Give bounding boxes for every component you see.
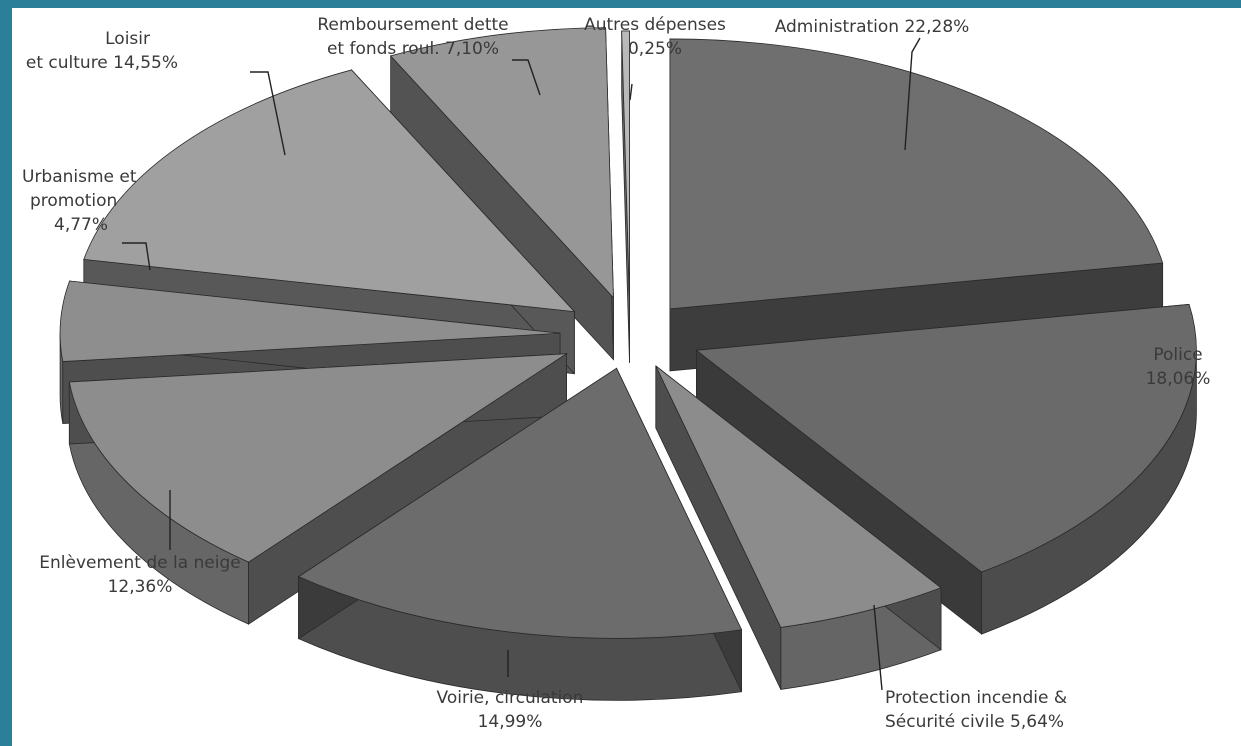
pie-slice-protection-incendie xyxy=(655,365,942,628)
pie-slice-enlevement-de-la-neige xyxy=(68,353,569,563)
leader-line-administration-22-28 xyxy=(904,37,921,151)
slice-label-police: Police 18,06% xyxy=(1146,345,1211,389)
pie-slice-administration-22-28 xyxy=(669,38,1164,310)
pie-slice-loisir xyxy=(83,69,576,313)
pie-top-faces xyxy=(59,27,1197,639)
pie-slice-urbanisme-et xyxy=(59,280,561,362)
pie-slice-voirie-circulation xyxy=(297,367,743,639)
leader-lines xyxy=(122,37,921,691)
leader-line-remboursement-dette xyxy=(512,59,541,96)
slice-labels: Administration 22,28% Police 18,06% Protect… xyxy=(22,15,1210,732)
pie-slice-autres-depenses xyxy=(621,30,630,301)
slice-label-enlevement-de-la-neige: Enlèvement de la neige 12,36% xyxy=(39,553,241,597)
leader-line-loisir xyxy=(250,71,286,156)
slice-label-protection-incendie: Protection incendie & Sécurité civile 5,6… xyxy=(885,688,1067,732)
pie-slice-remboursement-dette xyxy=(389,27,614,299)
leader-line-protection-incendie xyxy=(873,604,883,691)
leader-line-urbanisme-et xyxy=(122,242,151,271)
slice-label-administration-22-28: Administration 22,28% xyxy=(775,17,970,37)
slice-label-urbanisme-et: Urbanisme et promotion 4,77% xyxy=(22,167,137,235)
slice-label-loisir: Loisir et culture 14,55% xyxy=(26,29,178,73)
pie-slice-police xyxy=(695,303,1197,573)
leader-line-autres-depenses xyxy=(629,83,633,101)
slice-label-autres-depenses: Autres dépenses 0,25% xyxy=(584,15,726,59)
slice-label-remboursement-dette: Remboursement dette et fonds roul. 7,10% xyxy=(317,15,508,59)
slice-label-voirie-circulation: Voirie, circulation 14,99% xyxy=(437,688,584,732)
